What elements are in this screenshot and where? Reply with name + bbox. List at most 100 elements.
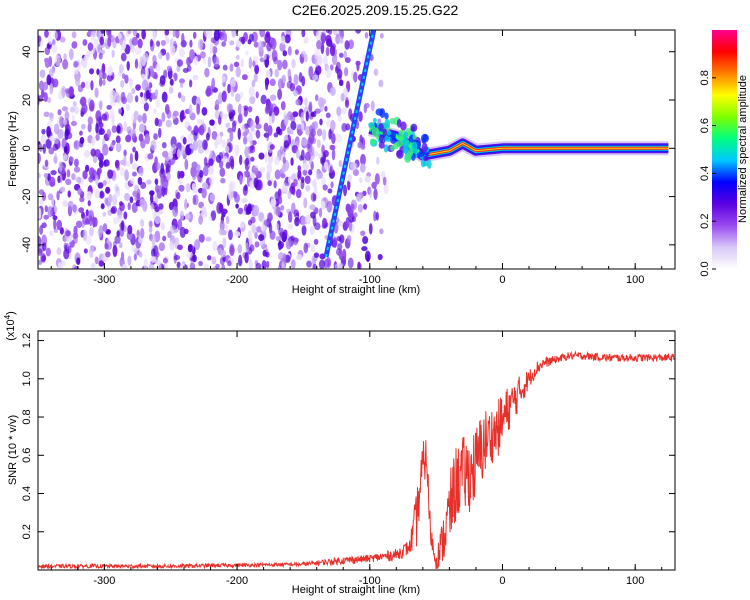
- noise-blob: [107, 37, 112, 47]
- noise-blob: [208, 158, 214, 167]
- noise-blob: [71, 41, 78, 49]
- noise-blob: [74, 68, 79, 75]
- noise-blob: [143, 102, 149, 112]
- noise-blob: [52, 215, 58, 221]
- noise-blob: [247, 106, 253, 113]
- noise-blob: [160, 39, 166, 47]
- noise-blob: [99, 190, 104, 199]
- noise-blob: [149, 38, 154, 47]
- noise-blob: [316, 57, 323, 66]
- noise-blob: [67, 200, 74, 212]
- noise-blob: [281, 261, 285, 269]
- noise-blob: [313, 252, 320, 258]
- noise-blob: [265, 129, 270, 142]
- snr-plot-area: [38, 350, 675, 570]
- tone-blob: [368, 122, 375, 128]
- noise-blob: [326, 200, 333, 213]
- noise-blob: [38, 207, 42, 220]
- noise-blob: [364, 32, 369, 39]
- noise-blob: [301, 30, 306, 38]
- noise-blob: [352, 168, 359, 177]
- noise-blob: [144, 133, 151, 145]
- noise-blob: [138, 123, 145, 133]
- noise-blob: [291, 58, 296, 69]
- noise-blob: [57, 175, 61, 184]
- tone-blob: [395, 140, 404, 148]
- noise-blob: [233, 61, 240, 68]
- noise-blob: [329, 165, 333, 176]
- noise-blob: [154, 215, 161, 225]
- noise-blob: [217, 92, 223, 105]
- noise-blob: [308, 145, 315, 157]
- noise-blob: [202, 182, 208, 190]
- noise-blob: [115, 142, 122, 153]
- noise-blob: [318, 207, 323, 218]
- noise-blob: [221, 90, 227, 103]
- noise-blob: [112, 194, 117, 206]
- noise-blob: [294, 49, 299, 55]
- noise-blob: [132, 146, 136, 153]
- noise-blob: [277, 78, 284, 89]
- noise-blob: [154, 89, 159, 97]
- noise-blob: [88, 175, 94, 183]
- noise-blob: [127, 30, 132, 35]
- noise-blob: [221, 263, 226, 269]
- tone-blob: [379, 108, 386, 118]
- noise-blob: [38, 143, 43, 152]
- noise-blob: [51, 39, 56, 46]
- noise-blob: [270, 94, 277, 101]
- noise-blob: [107, 30, 112, 41]
- noise-blob: [235, 54, 240, 60]
- noise-blob: [117, 32, 122, 40]
- noise-blob: [347, 257, 354, 269]
- noise-blob: [368, 188, 373, 199]
- noise-blob: [254, 64, 260, 75]
- noise-blob: [298, 72, 303, 83]
- noise-blob: [101, 113, 108, 121]
- noise-blob: [209, 150, 214, 157]
- noise-blob: [90, 80, 94, 91]
- noise-blob: [71, 264, 78, 269]
- noise-blob: [127, 224, 133, 235]
- noise-blob: [276, 126, 281, 135]
- noise-blob: [131, 163, 139, 171]
- noise-blob: [157, 127, 162, 139]
- x-tick-label: -200: [226, 274, 248, 286]
- x-tick-label: 100: [626, 274, 644, 286]
- tone-blob: [389, 117, 396, 125]
- noise-blob: [345, 217, 350, 229]
- noise-blob: [44, 30, 49, 38]
- noise-blob: [100, 30, 105, 34]
- noise-blob: [225, 145, 230, 153]
- noise-blob: [287, 176, 292, 184]
- noise-blob: [255, 129, 261, 139]
- noise-blob: [69, 156, 74, 162]
- noise-blob: [128, 38, 133, 45]
- noise-blob: [258, 234, 265, 242]
- noise-blob: [338, 79, 344, 87]
- noise-blob: [152, 30, 156, 42]
- noise-blob: [102, 143, 109, 156]
- noise-blob: [97, 167, 102, 175]
- noise-blob: [154, 251, 160, 258]
- noise-blob: [56, 247, 62, 256]
- noise-blob: [371, 181, 377, 189]
- noise-blob: [264, 151, 268, 164]
- noise-blob: [283, 114, 289, 127]
- noise-blob: [253, 73, 258, 83]
- noise-blob: [136, 192, 141, 202]
- noise-blob: [227, 188, 234, 201]
- noise-blob: [229, 155, 235, 168]
- noise-blob: [134, 58, 139, 69]
- noise-blob: [334, 263, 339, 269]
- noise-blob: [82, 39, 88, 46]
- noise-blob: [288, 128, 294, 135]
- noise-blob: [277, 59, 283, 71]
- noise-blob: [147, 153, 154, 160]
- noise-blob: [73, 166, 81, 173]
- noise-blob: [99, 100, 103, 111]
- noise-blob: [234, 144, 240, 156]
- noise-blob: [40, 253, 47, 263]
- tone-blob: [384, 118, 391, 128]
- noise-blob: [264, 78, 269, 91]
